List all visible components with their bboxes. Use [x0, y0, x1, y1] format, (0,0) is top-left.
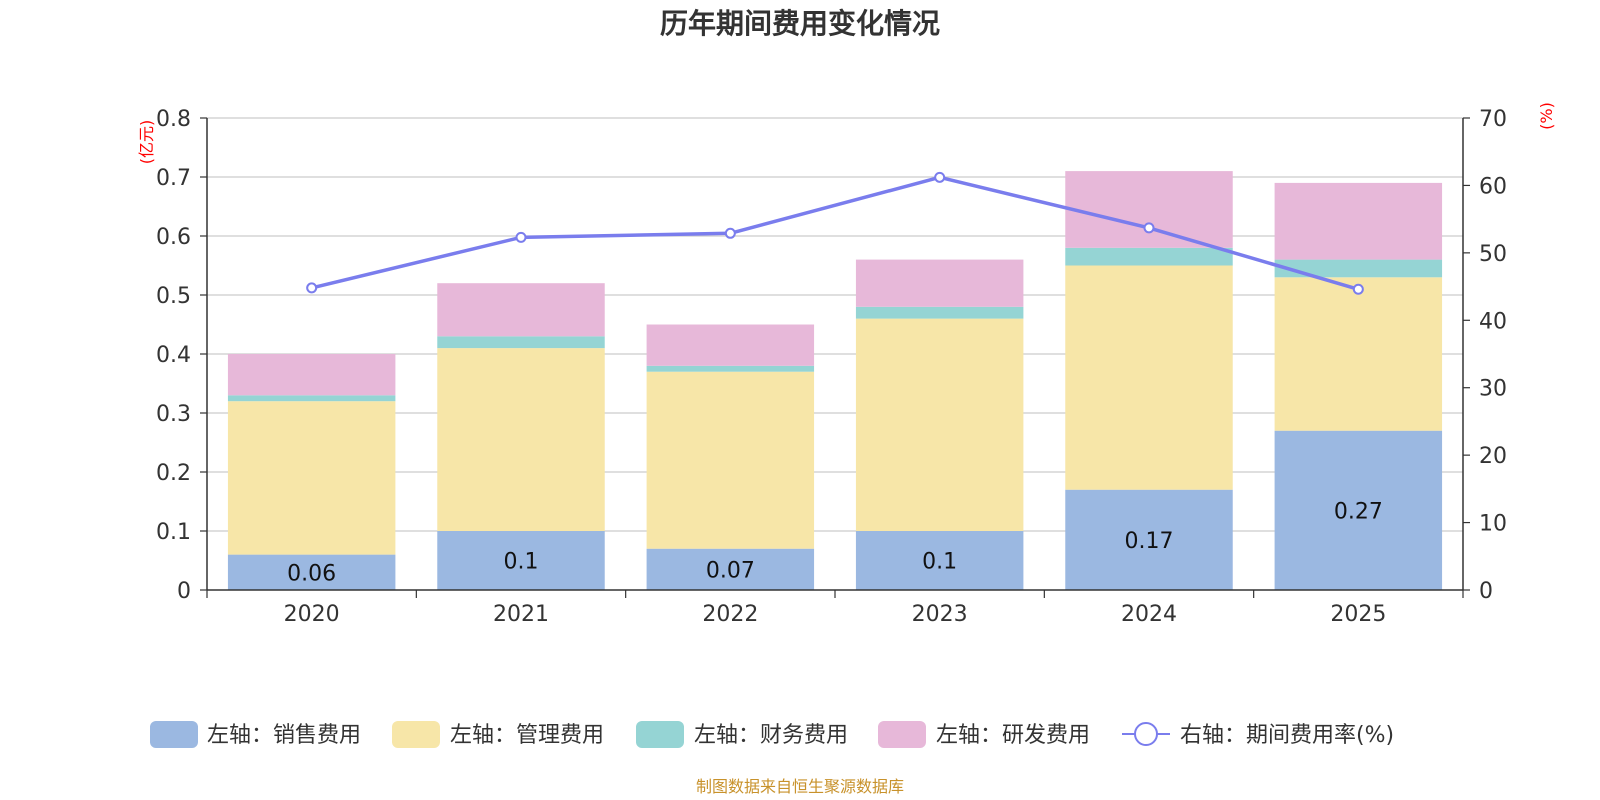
- left-tick-label: 0.7: [156, 166, 191, 191]
- right-tick-label: 10: [1479, 512, 1507, 537]
- legend-swatch: [878, 721, 926, 748]
- legend-label: 左轴：财务费用: [694, 723, 848, 748]
- bar: [855, 531, 1024, 590]
- bar: [646, 548, 815, 590]
- x-tick-label: 2020: [284, 602, 340, 627]
- rate-point: [306, 282, 318, 294]
- rate-point: [1143, 222, 1155, 234]
- bar-data-label: 0.1: [922, 550, 957, 575]
- right-tick-label: 20: [1479, 444, 1507, 469]
- bar: [855, 318, 1024, 531]
- left-tick-label: 0.2: [156, 461, 191, 486]
- axis-layer: 0 0.1 0.2 0.3 0.4 0.5 0.6 0.7 0.8 0 10 20 30 40 50 60 70…: [137, 102, 1556, 627]
- rate-line: [311, 175, 1359, 291]
- chart-title: 历年期间费用变化情况: [660, 7, 940, 40]
- bar: [437, 348, 605, 531]
- left-tick-label: 0.1: [156, 520, 191, 545]
- bar: [646, 371, 815, 549]
- x-tick-label: 2024: [1121, 602, 1177, 627]
- bar: [227, 395, 396, 402]
- right-tick-label: 50: [1479, 242, 1507, 267]
- x-tick-label: 2022: [702, 602, 758, 627]
- line-layer: [306, 171, 1364, 295]
- right-axis-unit: (%): [1537, 102, 1556, 130]
- bar: [1065, 265, 1233, 490]
- rate-point: [1352, 283, 1364, 295]
- bar: [1274, 430, 1443, 590]
- label-layer: 0.06 0.1 0.07 0.1 0.17 0.27: [287, 499, 1383, 586]
- bar: [1065, 247, 1233, 266]
- bar-data-label: 0.27: [1334, 499, 1383, 524]
- left-tick-label: 0.8: [156, 107, 191, 132]
- right-tick-label: 30: [1479, 377, 1507, 402]
- legend-swatch: [392, 721, 440, 748]
- bar: [437, 336, 605, 349]
- bar-data-label: 0.1: [504, 550, 539, 575]
- legend-circle-marker: [1134, 722, 1158, 746]
- legend-label: 左轴：销售费用: [207, 723, 361, 748]
- right-tick-label: 40: [1479, 309, 1507, 334]
- legend-label: 左轴：研发费用: [936, 723, 1090, 748]
- bar: [227, 401, 396, 555]
- left-tick-label: 0.5: [156, 284, 191, 309]
- legend-label: 左轴：管理费用: [450, 723, 604, 748]
- rate-point: [934, 171, 946, 183]
- legend-swatch: [636, 721, 684, 748]
- x-tick-label: 2021: [493, 602, 549, 627]
- right-tick-label: 0: [1479, 579, 1493, 604]
- left-tick-label: 0: [177, 579, 191, 604]
- bar: [227, 354, 396, 396]
- left-tick-label: 0.4: [156, 343, 191, 368]
- bar: [855, 306, 1024, 319]
- grid-layer: [207, 117, 1463, 532]
- bar: [1274, 259, 1443, 278]
- left-tick-label: 0.3: [156, 402, 191, 427]
- left-axis-unit: (亿元): [137, 120, 156, 165]
- legend-swatch: [150, 721, 198, 748]
- legend-label: 右轴：期间费用率(%): [1180, 723, 1394, 748]
- rate-point: [724, 227, 736, 239]
- bar: [437, 283, 605, 337]
- bar: [227, 554, 396, 590]
- bar: [1274, 277, 1443, 431]
- left-tick-label: 0.6: [156, 225, 191, 250]
- bar-data-label: 0.07: [706, 558, 755, 583]
- legend: 左轴：销售费用 左轴：管理费用 左轴：财务费用 左轴：研发费用 右轴：期间费用率(%): [150, 721, 1394, 748]
- bar-layer: [227, 171, 1443, 590]
- bar: [1274, 182, 1443, 260]
- bar: [1065, 171, 1233, 248]
- bar: [1065, 489, 1233, 590]
- bar-data-label: 0.17: [1125, 529, 1174, 554]
- rate-point: [515, 231, 527, 243]
- right-tick-label: 60: [1479, 174, 1507, 199]
- bar-data-label: 0.06: [287, 561, 336, 586]
- bar: [646, 365, 815, 372]
- x-tick-label: 2023: [912, 602, 968, 627]
- right-tick-label: 70: [1479, 107, 1507, 132]
- bar: [855, 259, 1024, 307]
- x-tick-label: 2025: [1330, 602, 1386, 627]
- bar: [437, 531, 605, 590]
- source-note: 制图数据来自恒生聚源数据库: [696, 777, 904, 796]
- bar: [646, 324, 815, 366]
